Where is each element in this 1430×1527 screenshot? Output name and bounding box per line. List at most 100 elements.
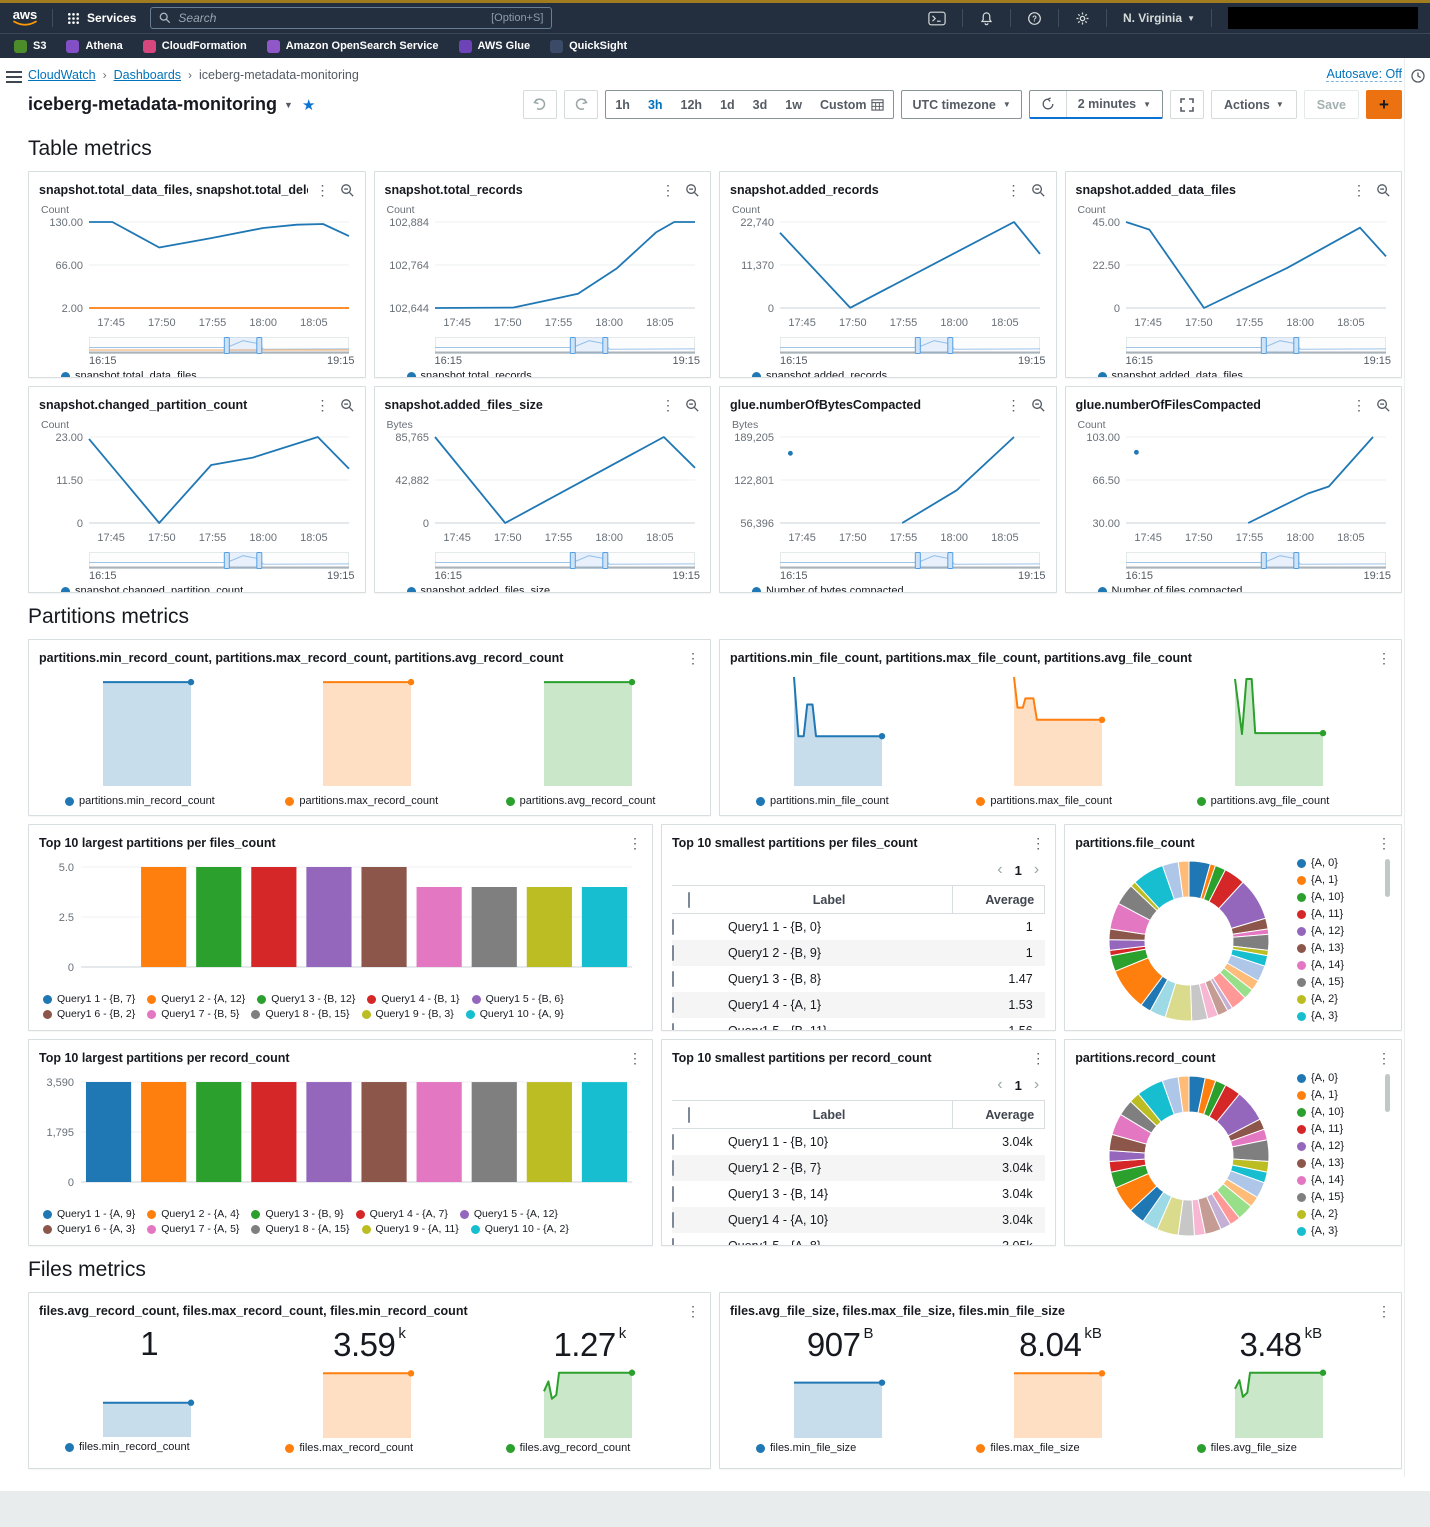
legend-item[interactable]: {A, 1} [1297, 874, 1381, 886]
hamburger-menu-icon[interactable] [6, 71, 22, 83]
region-selector[interactable]: N. Virginia ▼ [1123, 11, 1195, 25]
bar[interactable] [416, 1082, 462, 1182]
bar[interactable] [251, 1082, 297, 1182]
bar[interactable] [306, 1082, 352, 1182]
legend-item[interactable]: Query1 5 - {B, 6} [471, 993, 564, 1005]
undo-button[interactable] [523, 90, 558, 119]
legend-item[interactable]: {A, 13} [1297, 942, 1381, 954]
search-input[interactable]: Search [Option+S] [150, 7, 553, 29]
widget-menu-icon[interactable]: ⋮ [1377, 835, 1391, 851]
row-checkbox[interactable] [671, 944, 674, 961]
legend-item[interactable]: {A, 13} [1297, 1157, 1381, 1169]
brush-handle[interactable] [947, 552, 954, 569]
brush-handle[interactable] [601, 552, 608, 569]
redo-button[interactable] [564, 90, 599, 119]
breadcrumb-cloudwatch[interactable]: CloudWatch [28, 67, 96, 82]
legend-item[interactable]: {A, 2} [1297, 993, 1381, 1005]
range-3h[interactable]: 3h [639, 98, 672, 112]
legend-item[interactable]: files.max_record_count [259, 1442, 413, 1454]
row-checkbox[interactable] [671, 1022, 674, 1030]
fullscreen-button[interactable] [1170, 90, 1205, 119]
legend-item[interactable]: {A, 15} [1297, 1191, 1381, 1203]
legend-item[interactable]: {A, 12} [1297, 1140, 1381, 1152]
legend-item[interactable]: Query1 2 - {A, 12} [147, 993, 245, 1005]
next-page-icon[interactable]: › [1033, 861, 1040, 878]
range-1d[interactable]: 1d [711, 98, 744, 112]
title-caret-icon[interactable]: ▼ [284, 99, 293, 110]
legend-item[interactable]: Query1 1 - {B, 7} [43, 993, 135, 1005]
brush-handle[interactable] [256, 337, 263, 354]
legend-item[interactable]: Query1 9 - {B, 3} [361, 1008, 454, 1020]
bar[interactable] [196, 1082, 242, 1182]
bar[interactable] [361, 867, 407, 967]
actions-button[interactable]: Actions ▼ [1211, 90, 1297, 119]
legend-item[interactable]: {A, 14} [1297, 959, 1381, 971]
bar[interactable] [581, 1082, 628, 1182]
widget-menu-icon[interactable]: ⋮ [1031, 1050, 1046, 1066]
favorite-s3[interactable]: S3 [14, 39, 46, 53]
legend-item[interactable]: files.min_file_size [730, 1442, 856, 1454]
widget-menu-icon[interactable]: ⋮ [1352, 397, 1366, 413]
legend-item[interactable]: snapshot.added_files_size [406, 585, 550, 592]
legend-item[interactable]: files.avg_file_size [1171, 1442, 1297, 1454]
brush-handle[interactable] [1260, 337, 1267, 354]
legend-item[interactable]: partitions.max_file_count [950, 795, 1112, 807]
legend-item[interactable]: Number of bytes compacted [752, 585, 904, 592]
donut-slice[interactable] [1177, 860, 1190, 898]
bar[interactable] [471, 887, 517, 967]
widget-menu-icon[interactable]: ⋮ [1377, 1050, 1391, 1066]
legend-item[interactable]: partitions.min_record_count [39, 795, 215, 807]
select-all-checkbox[interactable] [687, 891, 690, 908]
brush-handle[interactable] [223, 337, 230, 354]
legend-item[interactable]: Query1 3 - {B, 9} [251, 1208, 344, 1220]
next-page-icon[interactable]: › [1033, 1076, 1040, 1093]
legend-item[interactable]: partitions.max_record_count [259, 795, 438, 807]
zoom-out-icon[interactable] [340, 183, 355, 198]
legend-item[interactable]: {A, 0} [1297, 1072, 1381, 1084]
legend-item[interactable]: {A, 10} [1297, 891, 1381, 903]
page-number[interactable]: 1 [1014, 862, 1022, 878]
row-checkbox[interactable] [671, 996, 674, 1013]
legend-scrollbar[interactable] [1385, 859, 1390, 897]
range-1h[interactable]: 1h [606, 98, 639, 112]
brush-handle[interactable] [947, 337, 954, 354]
bar[interactable] [471, 1082, 517, 1182]
add-widget-button[interactable]: + [1366, 90, 1402, 119]
brush-handle[interactable] [223, 552, 230, 569]
legend-item[interactable]: files.avg_record_count [480, 1442, 630, 1454]
cloudshell-icon[interactable] [928, 11, 946, 26]
legend-item[interactable]: Query1 5 - {A, 12} [459, 1208, 558, 1220]
favorite-aws-glue[interactable]: AWS Glue [458, 39, 530, 53]
timeline-brush[interactable] [89, 552, 349, 569]
zoom-out-icon[interactable] [685, 183, 700, 198]
legend-item[interactable]: Query1 1 - {A, 9} [43, 1208, 135, 1220]
row-checkbox[interactable] [671, 1133, 674, 1150]
brush-handle[interactable] [256, 552, 263, 569]
timeline-brush[interactable] [434, 337, 695, 354]
widget-menu-icon[interactable]: ⋮ [661, 397, 675, 413]
favorite-cloudformation[interactable]: CloudFormation [142, 39, 247, 53]
row-checkbox[interactable] [671, 970, 674, 987]
widget-menu-icon[interactable]: ⋮ [627, 1050, 642, 1066]
legend-item[interactable]: Query1 4 - {B, 1} [367, 993, 460, 1005]
bar[interactable] [526, 887, 572, 967]
refresh-button[interactable] [1030, 91, 1066, 117]
widget-menu-icon[interactable]: ⋮ [1031, 835, 1046, 851]
legend-item[interactable]: partitions.min_file_count [730, 795, 889, 807]
legend-item[interactable]: files.max_file_size [950, 1442, 1080, 1454]
legend-item[interactable]: Query1 8 - {B, 15} [251, 1008, 350, 1020]
bar[interactable] [416, 887, 462, 967]
timeline-brush[interactable] [780, 552, 1040, 569]
bar[interactable] [581, 887, 628, 967]
legend-item[interactable]: Query1 4 - {A, 7} [355, 1208, 448, 1220]
zoom-out-icon[interactable] [1376, 183, 1391, 198]
widget-menu-icon[interactable]: ⋮ [686, 1303, 700, 1319]
legend-item[interactable]: {A, 1} [1297, 1089, 1381, 1101]
favorite-amazon-opensearch-service[interactable]: Amazon OpenSearch Service [266, 39, 439, 53]
previous-page-icon[interactable]: ‹ [997, 1076, 1003, 1093]
widget-menu-icon[interactable]: ⋮ [1377, 1303, 1391, 1319]
legend-item[interactable]: {A, 12} [1297, 925, 1381, 937]
zoom-out-icon[interactable] [1031, 183, 1046, 198]
brush-handle[interactable] [569, 337, 576, 354]
autosave-toggle[interactable]: Autosave: Off [1326, 67, 1402, 82]
